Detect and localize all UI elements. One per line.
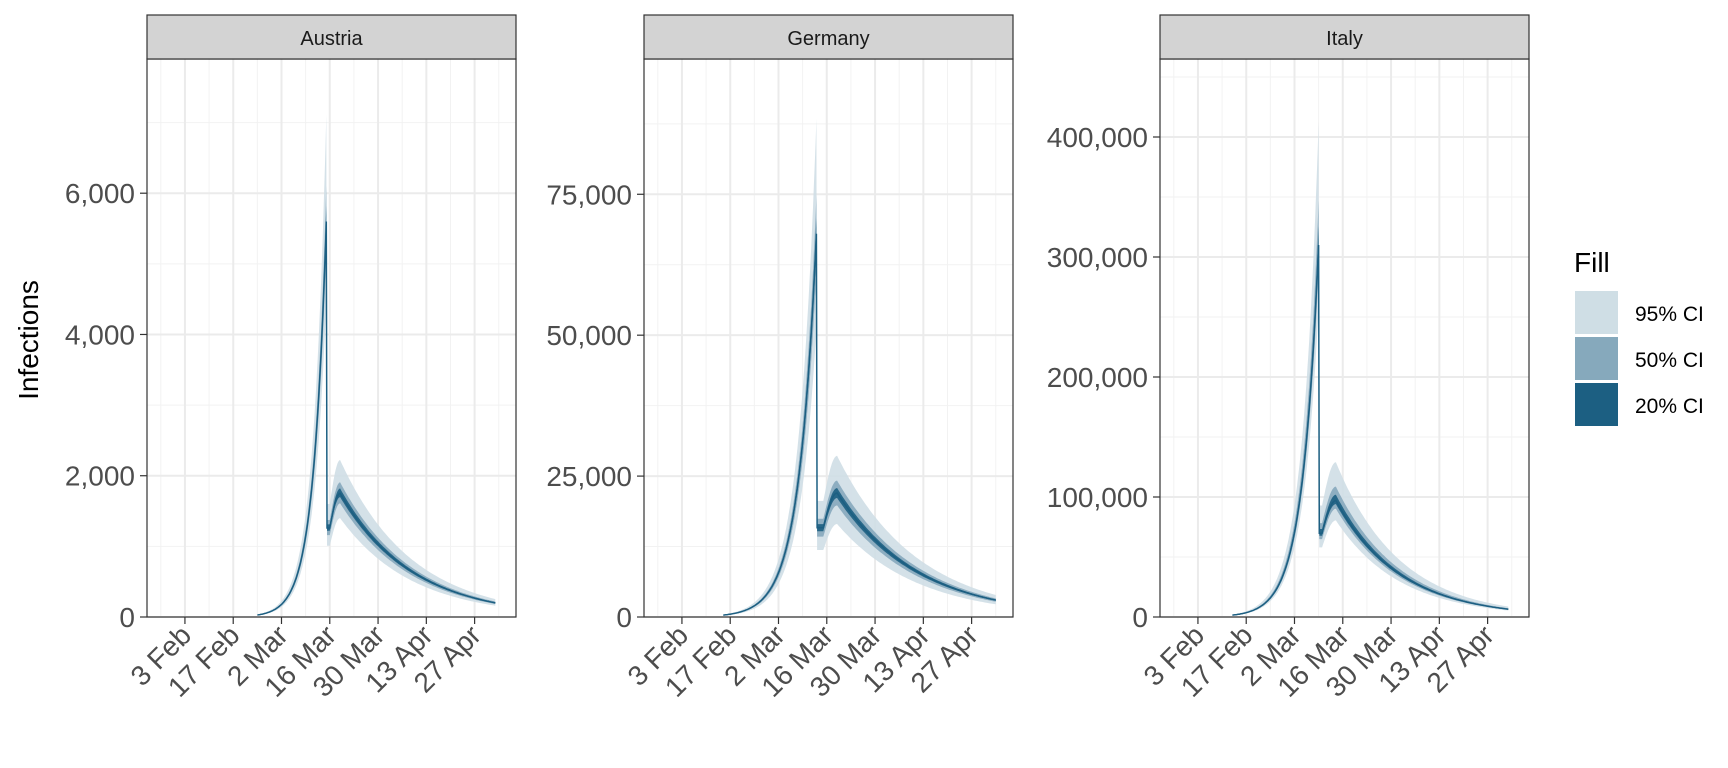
y-tick-label: 0 — [1132, 602, 1148, 633]
legend: Fill 95% CI 50% CI 20% CI — [1574, 247, 1704, 426]
y-tick-label: 2,000 — [65, 461, 135, 492]
y-axis-title: Infections — [13, 280, 44, 400]
legend-label: 50% CI — [1635, 349, 1704, 372]
strip-label: Italy — [1326, 28, 1363, 50]
ci50-band — [723, 195, 996, 616]
y-tick-label: 4,000 — [65, 319, 135, 350]
y-tick-label: 0 — [119, 602, 135, 633]
legend-label: 95% CI — [1635, 303, 1704, 326]
y-tick-label: 400,000 — [1047, 122, 1148, 153]
strip-label: Germany — [787, 28, 869, 50]
legend-label: 20% CI — [1635, 395, 1704, 418]
strip-background — [146, 14, 517, 60]
median-line — [1232, 244, 1509, 616]
y-tick-label: 6,000 — [65, 178, 135, 209]
median-line — [723, 233, 996, 616]
strip-background — [1159, 14, 1530, 60]
y-tick-label: 100,000 — [1047, 482, 1148, 513]
y-tick-label: 300,000 — [1047, 242, 1148, 273]
strip-background — [643, 14, 1014, 60]
y-tick-label: 50,000 — [546, 320, 632, 351]
legend-swatch — [1575, 337, 1618, 380]
y-tick-label: 25,000 — [546, 461, 632, 492]
strip-label: Austria — [300, 28, 363, 50]
y-tick-label: 75,000 — [546, 179, 632, 210]
y-tick-label: 200,000 — [1047, 362, 1148, 393]
legend-swatch — [1575, 383, 1618, 426]
legend-swatch — [1575, 291, 1618, 334]
plot-background — [1160, 59, 1529, 617]
median-line — [257, 221, 496, 616]
y-tick-label: 0 — [616, 602, 632, 633]
legend-title: Fill — [1574, 247, 1610, 278]
